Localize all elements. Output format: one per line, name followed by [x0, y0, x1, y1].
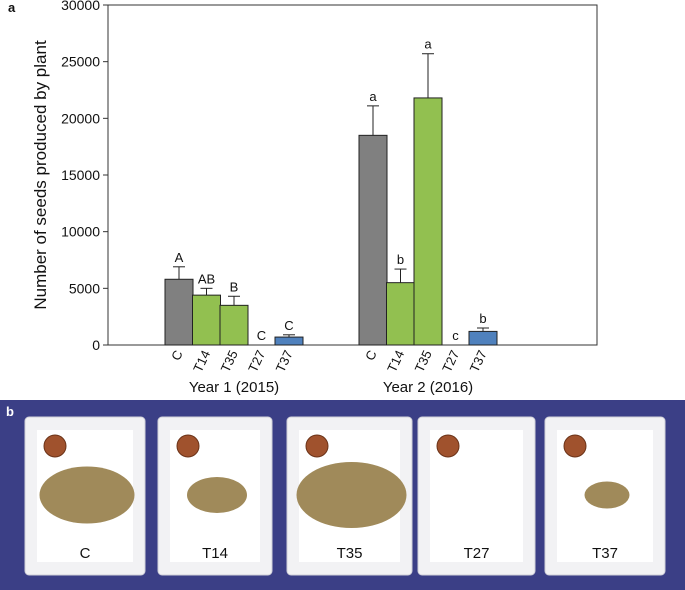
x-tick-label: T14	[190, 348, 213, 375]
y-tick-label: 10000	[61, 224, 100, 240]
y-tick-label: 15000	[61, 167, 100, 183]
seed-pile	[39, 466, 135, 524]
x-tick-label: T35	[412, 348, 435, 375]
bar	[164, 278, 194, 346]
y-tick-label: 0	[92, 337, 100, 353]
penny	[436, 434, 460, 458]
significance-letter: a	[424, 37, 432, 52]
significance-letter: A	[175, 250, 184, 265]
x-tick-label: T27	[439, 348, 462, 375]
penny	[43, 434, 67, 458]
panel-label: a	[8, 0, 16, 15]
seed-pile	[584, 481, 630, 509]
x-tick-label: C	[168, 348, 186, 363]
group-label: Year 2 (2016)	[383, 379, 473, 396]
penny	[305, 434, 329, 458]
bar	[219, 304, 249, 346]
tray-label: T37	[592, 545, 618, 562]
penny	[176, 434, 200, 458]
x-tick-label: T37	[273, 348, 296, 375]
x-tick-label: C	[362, 348, 380, 363]
tray-label: T14	[202, 545, 228, 562]
significance-letter: B	[230, 279, 239, 294]
bar	[413, 97, 443, 346]
y-tick-label: 20000	[61, 110, 100, 126]
panel-label: b	[6, 404, 14, 419]
significance-letter: C	[257, 328, 266, 343]
y-tick-label: 30000	[61, 0, 100, 13]
bar	[192, 294, 221, 346]
bar	[274, 336, 304, 346]
tray-label: C	[80, 545, 91, 562]
significance-letter: C	[284, 318, 293, 333]
y-tick-label: 5000	[69, 280, 100, 296]
x-tick-label: T35	[218, 348, 241, 375]
y-axis-title: Number of seeds produced by plant	[31, 40, 50, 310]
x-tick-label: T37	[467, 348, 490, 375]
significance-letter: c	[452, 328, 459, 343]
significance-letter: b	[479, 311, 486, 326]
seed-pile	[187, 477, 247, 513]
seed-pile	[296, 462, 407, 528]
penny	[563, 434, 587, 458]
significance-letter: b	[397, 252, 404, 267]
bar	[386, 282, 415, 346]
group-label: Year 1 (2015)	[189, 379, 279, 396]
bar	[468, 330, 498, 346]
tray-label: T27	[464, 545, 490, 562]
x-tick-label: T27	[245, 348, 268, 375]
tray-label: T35	[337, 545, 363, 562]
x-tick-label: T14	[384, 348, 407, 375]
bar	[358, 134, 388, 346]
significance-letter: a	[369, 89, 377, 104]
significance-letter: AB	[198, 271, 215, 286]
y-tick-label: 25000	[61, 54, 100, 70]
